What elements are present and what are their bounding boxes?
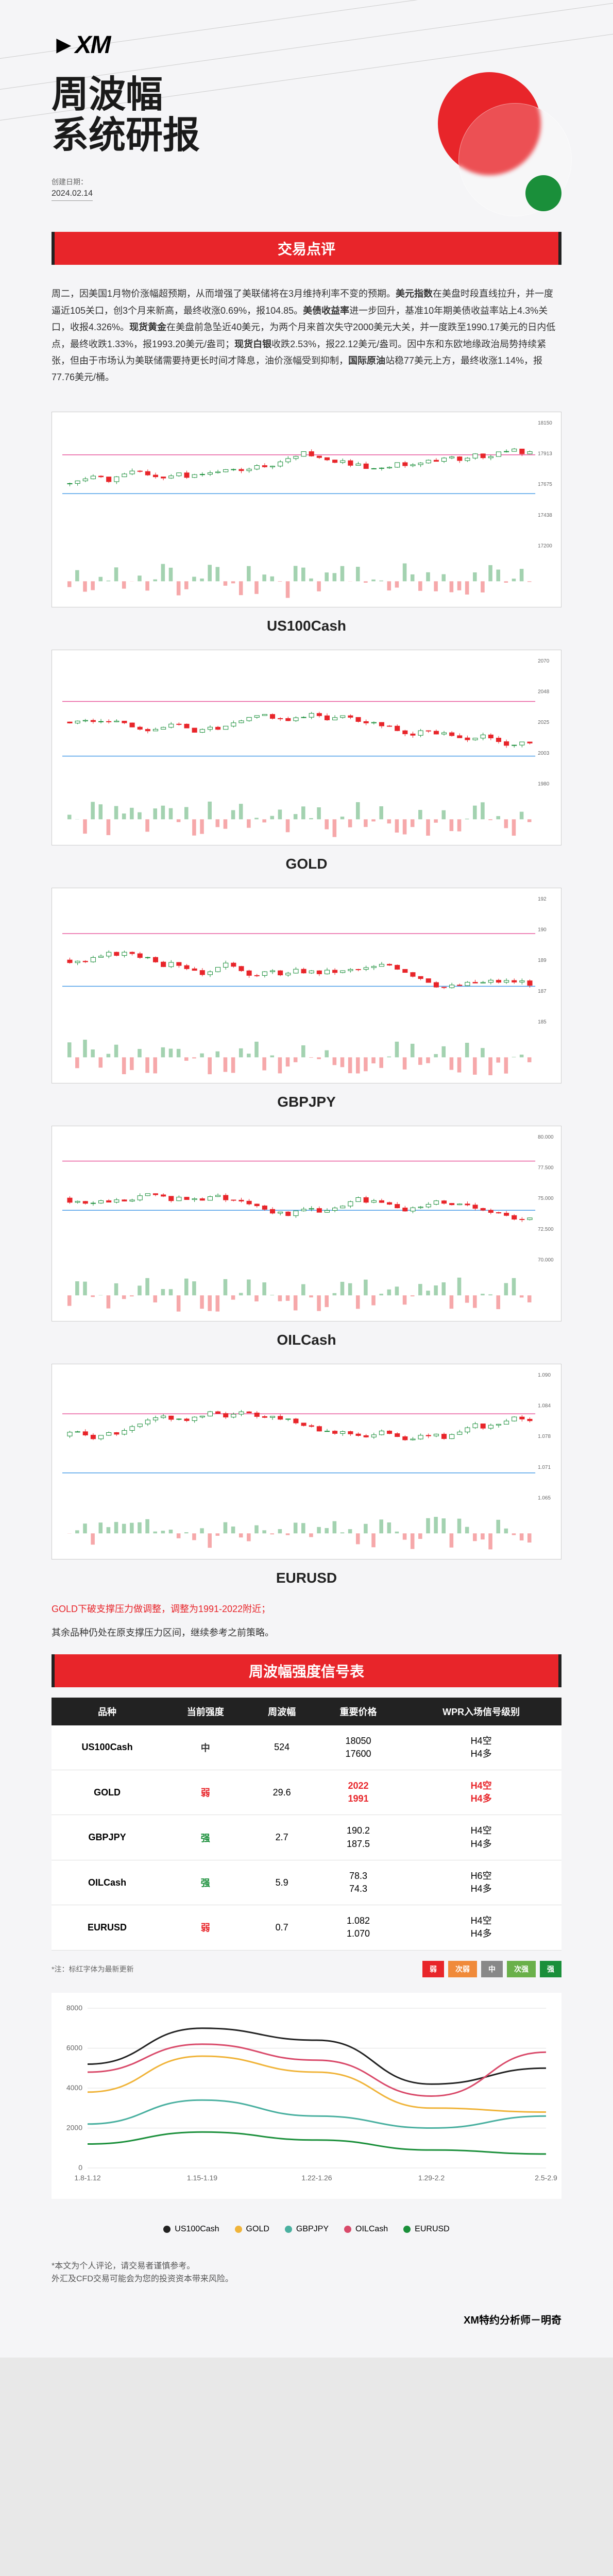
trend-chart: 0 2000 4000 6000 8000 1.8-1.12 1.15-1.19 1.22-1… bbox=[52, 1993, 561, 2199]
svg-text:189: 189 bbox=[538, 958, 547, 963]
signal-row: EURUSD 弱 0.7 1.0821.070 H4空H4多 bbox=[52, 1905, 561, 1950]
legend-chip: 弱 bbox=[422, 1961, 444, 1977]
svg-text:6000: 6000 bbox=[66, 2043, 82, 2052]
logo: ►XM bbox=[52, 31, 561, 59]
trend-legend: US100Cash GOLD GBPJPY OILCash EURUSD bbox=[0, 2214, 613, 2244]
svg-text:72.500: 72.500 bbox=[538, 1227, 554, 1232]
svg-text:2003: 2003 bbox=[538, 751, 550, 756]
svg-text:1.29-2.2: 1.29-2.2 bbox=[418, 2174, 445, 2182]
trend-legend-item: EURUSD bbox=[403, 2225, 450, 2234]
svg-text:1.065: 1.065 bbox=[538, 1495, 551, 1501]
chart-label: US100Cash bbox=[52, 618, 561, 634]
chart-label: OILCash bbox=[52, 1332, 561, 1348]
footer-signature: XM特约分析师－明奇 bbox=[0, 2301, 613, 2358]
svg-text:18150: 18150 bbox=[538, 420, 552, 426]
signal-row: GOLD 弱 29.6 20221991 H4空H4多 bbox=[52, 1770, 561, 1815]
svg-text:185: 185 bbox=[538, 1019, 547, 1025]
chart-label: EURUSD bbox=[52, 1570, 561, 1586]
legend-chip: 强 bbox=[540, 1961, 561, 1977]
signal-table: 品种当前强度周波幅重要价格WPR入场信号级别 US100Cash 中 524 1… bbox=[52, 1698, 561, 1951]
svg-text:4000: 4000 bbox=[66, 2083, 82, 2092]
svg-text:187: 187 bbox=[538, 989, 547, 994]
date-value: 2024.02.14 bbox=[52, 189, 93, 201]
chart-label: GBPJPY bbox=[52, 1094, 561, 1110]
footer-disclaimer: *本文为个人评论，请交易者谨慎参考。 外汇及CFD交易可能会为您的投资资本带来风… bbox=[0, 2244, 613, 2301]
svg-text:77.500: 77.500 bbox=[538, 1165, 554, 1171]
legend-chip: 中 bbox=[481, 1961, 503, 1977]
svg-text:80.000: 80.000 bbox=[538, 1134, 554, 1140]
svg-text:17200: 17200 bbox=[538, 543, 552, 549]
svg-text:17675: 17675 bbox=[538, 482, 552, 487]
trend-legend-item: GOLD bbox=[235, 2225, 269, 2234]
svg-text:75.000: 75.000 bbox=[538, 1196, 554, 1201]
chart-block-US100Cash: 17200 17438 17675 17913 18150 US100Cash bbox=[52, 412, 561, 634]
note-red: GOLD下破支撑压力做调整，调整为1991-2022附近； bbox=[0, 1602, 613, 1615]
svg-text:192: 192 bbox=[538, 896, 547, 902]
legend-chip: 次强 bbox=[507, 1961, 536, 1977]
svg-text:1.090: 1.090 bbox=[538, 1372, 551, 1378]
svg-text:17913: 17913 bbox=[538, 451, 552, 456]
svg-text:2070: 2070 bbox=[538, 658, 550, 664]
svg-text:2000: 2000 bbox=[66, 2123, 82, 2131]
svg-text:1.22-1.26: 1.22-1.26 bbox=[301, 2174, 332, 2182]
chart-block-GBPJPY: 185 187 189 190 192 GBPJPY bbox=[52, 888, 561, 1110]
chart-label: GOLD bbox=[52, 856, 561, 872]
header: ►XM 周波幅 系统研报 创建日期： 2024.02.14 bbox=[0, 0, 613, 222]
trend-legend-item: GBPJPY bbox=[285, 2225, 329, 2234]
svg-text:1.15-1.19: 1.15-1.19 bbox=[187, 2174, 217, 2182]
signal-row: US100Cash 中 524 1805017600 H4空H4多 bbox=[52, 1725, 561, 1770]
svg-text:190: 190 bbox=[538, 927, 547, 933]
trend-legend-item: OILCash bbox=[344, 2225, 388, 2234]
svg-text:0: 0 bbox=[78, 2163, 82, 2172]
legend-note: *注：标红字体为最新更新 bbox=[52, 1964, 133, 1974]
chart-block-EURUSD: 1.065 1.071 1.078 1.084 1.090 EURUSD bbox=[52, 1364, 561, 1586]
svg-text:1.084: 1.084 bbox=[538, 1403, 551, 1409]
commentary-header: 交易点评 bbox=[52, 232, 561, 265]
chart-block-GOLD: 1980 2003 2025 2048 2070 GOLD bbox=[52, 650, 561, 872]
svg-text:1.078: 1.078 bbox=[538, 1434, 551, 1439]
report-page: ►XM 周波幅 系统研报 创建日期： 2024.02.14 交易点评 周二，因美… bbox=[0, 0, 613, 2358]
signal-row: OILCash 强 5.9 78.374.3 H6空H4多 bbox=[52, 1860, 561, 1905]
legend-chip: 次弱 bbox=[448, 1961, 477, 1977]
svg-text:1.8-1.12: 1.8-1.12 bbox=[74, 2174, 101, 2182]
svg-text:1.071: 1.071 bbox=[538, 1465, 551, 1470]
trend-legend-item: US100Cash bbox=[163, 2225, 219, 2234]
commentary-text: 周二，因美国1月物价涨幅超预期，从而增强了美联储将在3月维持利率不变的预期。美元… bbox=[0, 275, 613, 396]
svg-text:2.5-2.9: 2.5-2.9 bbox=[535, 2174, 557, 2182]
svg-text:1980: 1980 bbox=[538, 781, 550, 787]
svg-text:2025: 2025 bbox=[538, 720, 550, 725]
strength-legend: *注：标红字体为最新更新 弱次弱中次强强 bbox=[0, 1961, 613, 1977]
note-normal: 其余品种仍处在原支撑压力区间，继续参考之前策略。 bbox=[0, 1625, 613, 1639]
svg-text:70.000: 70.000 bbox=[538, 1257, 554, 1263]
svg-text:17438: 17438 bbox=[538, 513, 552, 518]
chart-block-OILCash: 70.000 72.500 75.000 77.500 80.000 OILCash bbox=[52, 1126, 561, 1348]
decor-circle-green bbox=[525, 175, 561, 211]
svg-text:8000: 8000 bbox=[66, 2004, 82, 2012]
svg-text:2048: 2048 bbox=[538, 689, 550, 694]
signal-header: 周波幅强度信号表 bbox=[52, 1654, 561, 1687]
signal-row: GBPJPY 强 2.7 190.2187.5 H4空H4多 bbox=[52, 1815, 561, 1860]
